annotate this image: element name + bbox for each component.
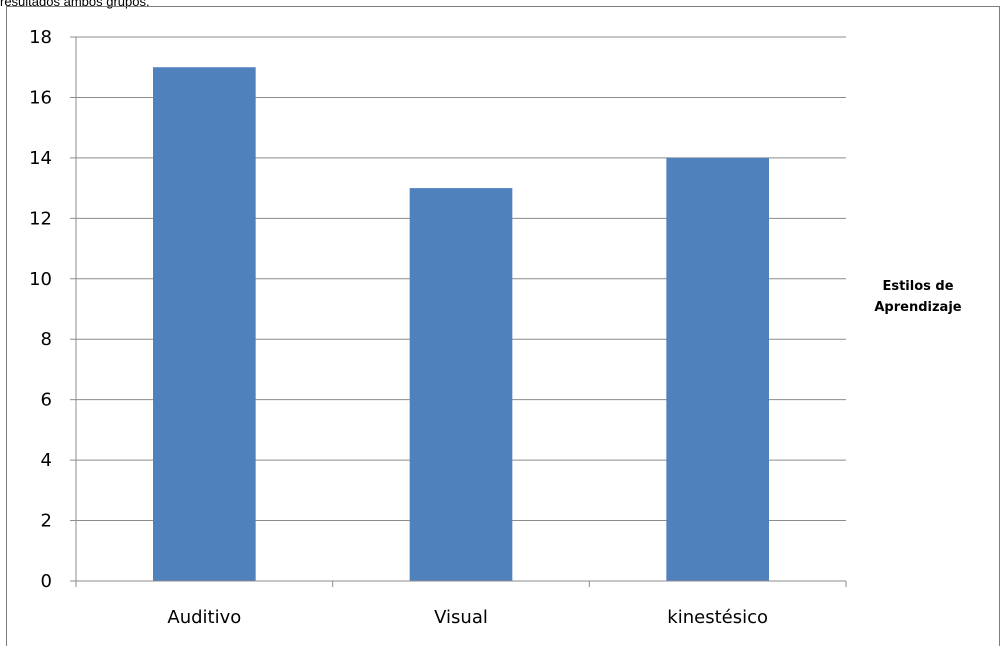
top-caption: resultados ambos grupos.	[0, 0, 150, 9]
y-tick-label: 12	[29, 208, 52, 229]
y-tick-label: 18	[29, 27, 52, 48]
bar	[409, 188, 513, 581]
x-tick-label: Visual	[434, 607, 488, 628]
y-tick-label: 0	[41, 571, 52, 592]
y-tick-label: 16	[29, 87, 52, 108]
legend-label: Aprendizaje	[874, 300, 961, 315]
x-axis-labels: Auditivo Visual kinestésico	[167, 607, 768, 628]
y-tick-label: 2	[41, 511, 52, 532]
bars	[153, 67, 769, 581]
y-tick-label: 6	[41, 390, 52, 411]
y-tick-label: 8	[41, 329, 52, 350]
y-tick-label: 4	[41, 450, 52, 471]
bar	[666, 157, 769, 581]
bar	[153, 67, 256, 581]
y-tick-label: 14	[29, 148, 52, 169]
axes	[75, 37, 847, 587]
chart-frame	[6, 6, 1000, 646]
y-axis-ticks: 0 2 4 6 8 10 12 14 16 18	[29, 27, 76, 592]
legend-label: Estilos de	[882, 279, 953, 294]
legend: Estilos de Aprendizaje	[874, 279, 961, 315]
y-tick-label: 10	[29, 269, 52, 290]
x-tick-label: kinestésico	[667, 607, 768, 628]
x-tick-label: Auditivo	[167, 607, 241, 628]
